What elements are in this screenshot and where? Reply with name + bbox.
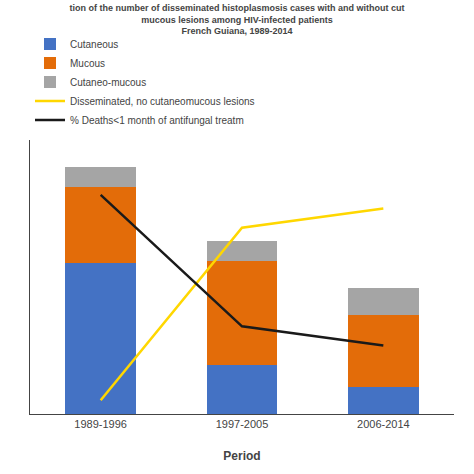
svg-text:Period: Period <box>223 449 260 463</box>
svg-text:tion of the number of dissemin: tion of the number of disseminated histo… <box>69 3 404 36</box>
svg-text:Cutaneo-mucous: Cutaneo-mucous <box>70 77 146 88</box>
svg-text:Mucous: Mucous <box>70 58 105 69</box>
svg-text:1989-1996: 1989-1996 <box>74 418 127 430</box>
svg-text:% Deaths<1 month of antifungal: % Deaths<1 month of antifungal treatm <box>70 115 244 126</box>
svg-text:Disseminated, no cutaneomucous: Disseminated, no cutaneomucous lesions <box>70 96 255 107</box>
svg-text:Cutaneous: Cutaneous <box>70 39 118 50</box>
svg-text:1997-2005: 1997-2005 <box>216 418 269 430</box>
svg-text:2006-2014: 2006-2014 <box>357 418 410 430</box>
